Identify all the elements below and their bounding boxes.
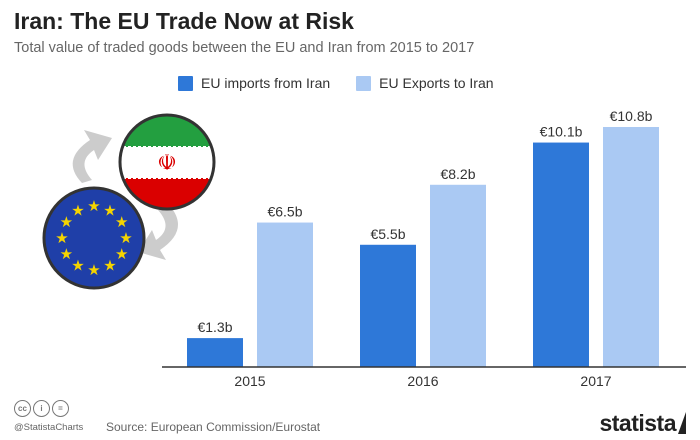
bar-imports-2016 [360,244,416,367]
statista-logo: statista [599,410,676,436]
statista-logo-mark [678,412,686,434]
data-label-imports-2015: €1.3b [197,319,232,335]
bar-imports-2017 [533,142,589,367]
footer: cc i = @StatistaCharts Source: European … [14,400,686,436]
eu-flag-icon: ★ ★★★★★★★★★★★ [42,186,146,290]
x-tick-2017: 2017 [580,373,611,389]
iran-flag-icon: ☫ [118,113,216,211]
svg-text:☫: ☫ [157,151,177,176]
cc-icon: cc [14,400,31,417]
social-handle: @StatistaCharts [14,422,84,433]
data-label-imports-2017: €10.1b [540,124,583,140]
bar-exports-2015 [257,222,313,367]
x-tick-labels: 2015 2016 2017 [234,373,611,389]
trade-illustration: ☫ ★ ★★★★★★★★★★★ [42,113,216,290]
eu-star-icon: ★ [55,229,68,247]
data-label-imports-2016: €5.5b [370,226,405,242]
eu-star-icon: ★ [115,245,128,263]
bar-exports-2016 [430,184,486,367]
bar-labels: €1.3b €6.5b €5.5b €8.2b €10.1b €10.8b [197,108,652,335]
eu-star-icon: ★ [119,229,132,247]
data-label-exports-2015: €6.5b [267,204,302,220]
eu-star-icon: ★ [60,213,73,231]
x-tick-2015: 2015 [234,373,265,389]
eu-star-icon: ★ [103,201,116,219]
data-label-exports-2016: €8.2b [440,166,475,182]
cycle-arrow-top-icon [72,130,112,183]
eu-star-icon: ★ [87,261,100,279]
legend: EU imports from Iran EU Exports to Iran [178,75,520,91]
legend-item-imports: EU imports from Iran [178,75,330,91]
eu-star-icon: ★ [103,257,116,275]
source-note: Source: European Commission/Eurostat [106,420,321,434]
attribution-icon: i [33,400,50,417]
legend-label-exports: EU Exports to Iran [379,75,494,91]
chart-subtitle: Total value of traded goods between the … [14,40,475,56]
bars [187,127,659,367]
legend-swatch-exports [356,75,372,91]
eu-star-icon: ★ [60,245,73,263]
eu-star-icon: ★ [71,257,84,275]
cycle-arrow-bottom-icon [138,206,178,260]
bar-imports-2015 [187,338,243,367]
chart-title: Iran: The EU Trade Now at Risk [14,8,354,34]
eu-star-icon: ★ [87,197,100,215]
eu-star-icon: ★ [115,213,128,231]
x-tick-2016: 2016 [407,373,438,389]
bar-exports-2017 [603,127,659,367]
license-icons: cc i = [14,400,71,417]
legend-item-exports: EU Exports to Iran [356,75,494,91]
no-derivatives-icon: = [52,400,69,417]
data-label-exports-2017: €10.8b [610,108,653,124]
legend-label-imports: EU imports from Iran [201,75,331,91]
eu-star-icon: ★ [71,201,84,219]
legend-swatch-imports [178,75,193,91]
